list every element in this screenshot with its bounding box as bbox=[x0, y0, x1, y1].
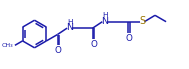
Text: N: N bbox=[101, 17, 108, 26]
Text: O: O bbox=[125, 34, 132, 43]
Text: CH₃: CH₃ bbox=[2, 43, 13, 48]
Text: O: O bbox=[55, 46, 62, 55]
Text: N: N bbox=[66, 23, 73, 32]
Text: H: H bbox=[67, 19, 72, 25]
Text: H: H bbox=[102, 12, 108, 18]
Text: S: S bbox=[140, 16, 146, 26]
Text: O: O bbox=[90, 40, 97, 49]
